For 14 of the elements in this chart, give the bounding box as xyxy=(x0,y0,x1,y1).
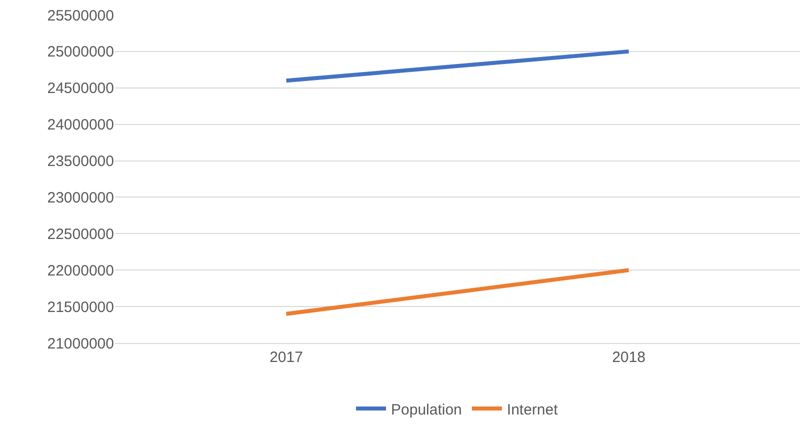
x-tick-label: 2018 xyxy=(612,349,646,366)
y-tick-label: 22000000 xyxy=(47,262,114,280)
y-tick-label: 23000000 xyxy=(47,189,114,206)
y-tick-label: 25500000 xyxy=(47,7,114,24)
legend-label: Internet xyxy=(506,401,559,418)
y-tick-label: 21000000 xyxy=(47,335,114,352)
y-tick-label: 21500000 xyxy=(47,298,114,316)
y-tick-label: 24000000 xyxy=(47,116,114,134)
y-tick-label: 24500000 xyxy=(47,80,114,98)
x-tick-label: 2017 xyxy=(270,349,303,366)
y-tick-label: 23500000 xyxy=(47,153,114,170)
y-tick-label: 25000000 xyxy=(47,44,114,61)
y-tick-label: 22500000 xyxy=(47,226,114,243)
legend-label: Population xyxy=(391,401,462,418)
